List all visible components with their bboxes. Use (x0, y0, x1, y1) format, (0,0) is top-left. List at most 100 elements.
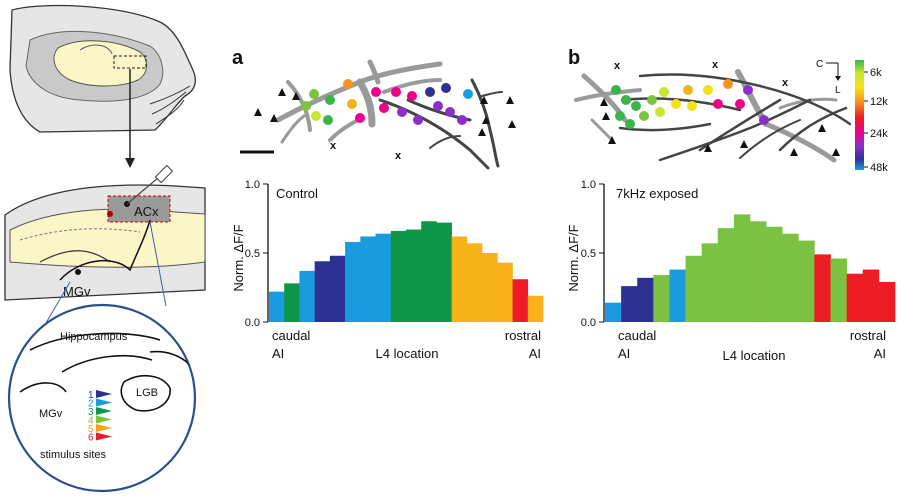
chart-a-bar-13 (451, 236, 468, 322)
inset-mgv-label: MGv (39, 408, 63, 420)
chart-b-ytick-3: 0.0 (581, 317, 596, 329)
chart-b-bar-18 (878, 281, 896, 322)
panel-b-x-mark-1: x (614, 60, 621, 72)
chart-b-bars (605, 214, 896, 322)
stimulus-arrow-icon (96, 424, 112, 432)
colorbar-gradient (855, 60, 864, 170)
coronal-slice-diagram: ACx MGv (4, 164, 206, 301)
mgv-label: MGv (63, 284, 91, 299)
colorbar-tick-12k: 12k (870, 96, 888, 108)
stimulus-site-number: 4 (88, 416, 94, 427)
panel-b-x-mark-3: x (782, 77, 789, 89)
chart-a-bar-10 (406, 229, 422, 322)
stimulus-site-number: 6 (88, 433, 94, 444)
chart-a-bar-4 (314, 261, 331, 322)
chart-b-bar-10 (750, 221, 767, 322)
chart-b-bar-2 (621, 286, 638, 322)
arrowhead-icon (125, 158, 135, 168)
chart-b-xlabel: L4 location (723, 348, 786, 363)
chart-a-rostral-label: rostral (505, 328, 541, 343)
chart-a-bars (269, 221, 544, 322)
stimulus-site-number: 5 (88, 424, 94, 435)
chart-b-rostral-ai-label: AI (874, 346, 886, 361)
chart-a-bar-7 (360, 236, 376, 322)
chart-b-bar-12 (782, 233, 799, 322)
chart-b-ylabel: Norm. ΔF/F (566, 224, 581, 291)
acx-highlight-box (107, 195, 171, 223)
chart-a: Norm. ΔF/F 1.0 0.5 0.0 Control caudal AI… (231, 179, 544, 361)
compass-c-label: C (816, 59, 823, 70)
chart-b-bar-17 (862, 269, 880, 322)
panel-b-vessel-map: x x x (574, 59, 852, 163)
chart-b-bar-9 (733, 214, 751, 322)
panel-b-x-mark-2: x (712, 59, 719, 71)
chart-b-bar-13 (798, 240, 815, 322)
chart-a-caudal-ai-label: AI (272, 346, 284, 361)
chart-b-bar-3 (637, 277, 654, 322)
panel-a-letter: a (232, 47, 244, 69)
chart-a-bar-6 (345, 241, 361, 322)
stimulus-arrow-icon (96, 432, 112, 441)
panel-a-x-mark-2: x (395, 150, 402, 162)
stimulus-arrow-icon (96, 415, 112, 424)
chart-a-xlabel: L4 location (376, 346, 439, 361)
acx-region-box (113, 55, 147, 69)
stimulus-site-number: 1 (88, 390, 94, 401)
chart-a-bar-14 (466, 243, 483, 322)
chart-b-bar-1 (605, 302, 622, 322)
panel-a-x-mark-1: x (330, 140, 337, 152)
mouse-head-diagram (9, 4, 196, 133)
chart-b-rostral-label: rostral (850, 328, 886, 343)
chart-b-bar-14 (814, 254, 831, 322)
chart-a-rostral-ai-label: AI (529, 346, 541, 361)
colorbar-tick-48k: 48k (870, 162, 888, 174)
chart-a-bar-17 (512, 279, 529, 322)
chart-b-bar-6 (685, 255, 702, 322)
stimulus-site-number: 2 (88, 399, 94, 410)
chart-b-bar-4 (653, 275, 670, 322)
acx-label: ACx (134, 204, 159, 219)
chart-a-bar-3 (299, 270, 315, 322)
stimulus-arrow-icon (96, 398, 112, 407)
colorbar-tick-6k: 6k (870, 67, 882, 79)
lgb-label: LGB (136, 387, 158, 399)
chart-a-bar-12 (436, 222, 452, 322)
chart-b-bar-5 (669, 269, 686, 322)
chart-a-bar-11 (421, 221, 437, 322)
chart-b-caudal-label: caudal (618, 328, 656, 343)
panel-a-vessel-map: x x (240, 59, 516, 170)
chart-a-ytick-3: 0.0 (245, 317, 260, 329)
chart-b-bar-7 (701, 243, 719, 322)
chart-a-bar-18 (527, 295, 544, 322)
chart-a-caudal-label: caudal (272, 328, 310, 343)
hippocampus-label: Hippocampus (60, 331, 128, 343)
electrode-icon (154, 164, 174, 184)
chart-a-bar-9 (390, 230, 407, 322)
stimulus-arrow-icon (96, 407, 112, 415)
chart-a-bar-8 (375, 233, 392, 322)
panel-b-letter: b (568, 47, 580, 69)
stimulus-arrow-icon (96, 390, 112, 398)
stimulus-sites-label: stimulus sites (40, 449, 107, 461)
chart-a-bar-1 (269, 291, 285, 322)
chart-b-bar-15 (830, 258, 847, 322)
colorbar-tick-24k: 24k (870, 128, 888, 140)
compass-indicator: C L (816, 59, 841, 96)
chart-a-ytick-2: 0.5 (245, 248, 260, 260)
frequency-colorbar: 6k 12k 24k 48k (855, 60, 888, 174)
stimulus-site-number: 3 (88, 407, 94, 418)
chart-a-bar-15 (482, 253, 498, 322)
chart-b-caudal-ai-label: AI (618, 346, 630, 361)
chart-a-bar-16 (497, 262, 513, 322)
chart-b: Norm. ΔF/F 1.0 0.5 0.0 7kHz exposed caud… (566, 179, 896, 363)
chart-b-ytick-1: 1.0 (581, 179, 596, 191)
chart-b-title: 7kHz exposed (616, 186, 698, 201)
chart-b-ytick-2: 0.5 (581, 248, 596, 260)
chart-a-bar-2 (284, 283, 300, 322)
chart-b-bar-8 (717, 228, 735, 322)
chart-b-bar-11 (766, 226, 783, 322)
chart-a-title: Control (276, 186, 318, 201)
